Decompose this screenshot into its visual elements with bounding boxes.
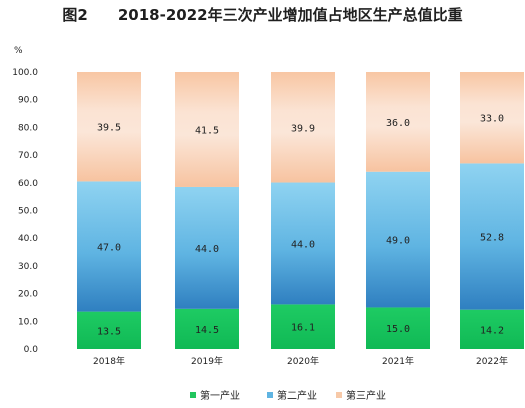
bar-segment-3	[271, 72, 335, 183]
y-tick-label: 0.0	[24, 345, 39, 355]
bar-segment-3	[460, 72, 524, 164]
y-tick-label: 100.0	[12, 68, 38, 78]
y-tick-label: 60.0	[18, 179, 38, 189]
y-tick-label: 20.0	[18, 290, 38, 300]
data-label: 36.0	[386, 118, 410, 129]
x-tick-label: 2021年	[382, 355, 414, 367]
bar-segment-1	[366, 307, 430, 349]
y-tick-label: 90.0	[18, 96, 38, 106]
bar-segment-3	[366, 72, 430, 172]
legend-label: 第三产业	[346, 389, 386, 402]
bar-segment-2	[175, 186, 239, 309]
data-label: 44.0	[195, 244, 219, 255]
bar-segment-1	[77, 311, 141, 349]
legend-swatch	[190, 392, 196, 398]
legend-swatch	[336, 392, 342, 398]
data-label: 41.5	[195, 125, 219, 136]
y-tick-label: 10.0	[18, 317, 38, 327]
data-label: 15.0	[386, 324, 410, 335]
legend-swatch	[267, 392, 273, 398]
bar-segment-2	[366, 171, 430, 308]
data-label: 39.9	[291, 123, 315, 134]
x-tick-label: 2020年	[287, 355, 319, 367]
bar-segment-2	[460, 163, 524, 310]
data-label: 33.0	[480, 114, 504, 125]
legend-label: 第二产业	[277, 389, 317, 402]
bar-segment-3	[175, 72, 239, 187]
y-tick-label: 50.0	[18, 207, 38, 217]
bar-segment-2	[77, 181, 141, 312]
x-tick-label: 2022年	[476, 355, 508, 367]
bar-segment-1	[271, 304, 335, 349]
legend: 第一产业 第二产业 第三产业	[190, 389, 386, 402]
bar-segment-3	[77, 72, 141, 182]
bar-area: 13.5 47.0 39.5 14.5 44.0 41.5 16.1 44.0 39.9 15.0…	[77, 72, 524, 349]
data-label: 49.0	[386, 236, 410, 247]
x-tick-label: 2019年	[191, 355, 223, 367]
data-label: 47.0	[97, 243, 121, 254]
data-label: 44.0	[291, 239, 315, 250]
y-axis-unit-label: %	[14, 46, 23, 56]
data-label: 14.2	[480, 325, 504, 336]
y-tick-label: 40.0	[18, 234, 38, 244]
x-axis: 2018年 2019年 2020年 2021年 2022年	[93, 355, 508, 367]
y-tick-label: 80.0	[18, 123, 38, 133]
bar-segment-2	[271, 182, 335, 305]
y-tick-label: 70.0	[18, 151, 38, 161]
legend-label: 第一产业	[200, 389, 240, 402]
x-tick-label: 2018年	[93, 355, 125, 367]
data-label: 14.5	[195, 325, 219, 336]
data-label: 39.5	[97, 123, 121, 134]
data-label: 13.5	[97, 326, 121, 337]
y-axis: % 0.0 10.0 20.0 30.0 40.0 50.0 60.0 70.0 80.0 90.0…	[12, 46, 38, 355]
chart-title: 图2 2018-2022年三次产业增加值占地区生产总值比重	[62, 6, 463, 24]
y-tick-label: 30.0	[18, 262, 38, 272]
data-label: 52.8	[480, 233, 504, 244]
bar-segment-1	[175, 308, 239, 349]
bar-segment-1	[460, 309, 524, 349]
data-label: 16.1	[291, 323, 315, 334]
